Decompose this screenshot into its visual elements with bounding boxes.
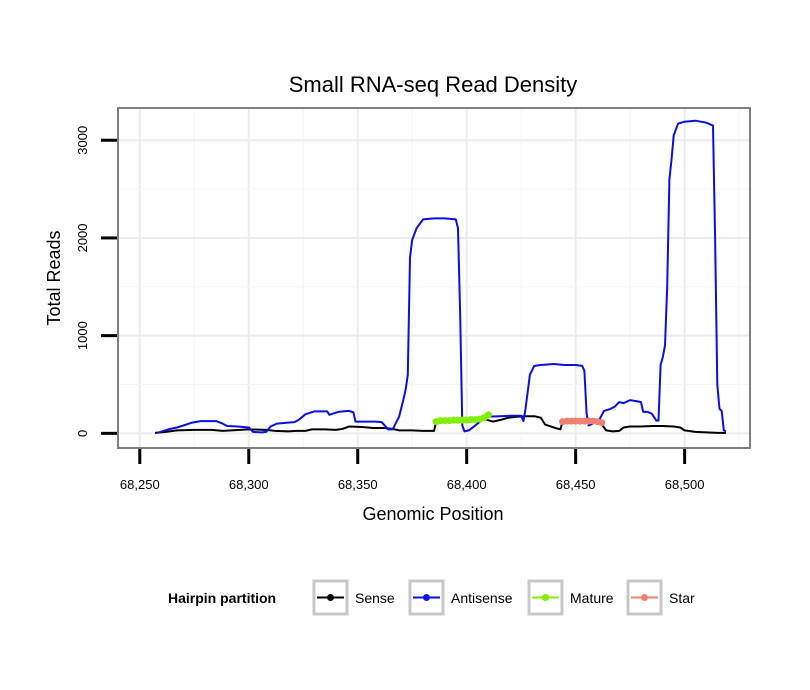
x-axis-label: Genomic Position xyxy=(362,504,503,524)
y-axis-label: Total Reads xyxy=(44,230,64,325)
legend-title: Hairpin partition xyxy=(168,590,276,606)
legend-item-star: Star xyxy=(626,579,695,616)
legend-key-dot xyxy=(327,594,334,601)
x-tick-label: 68,300 xyxy=(229,477,269,492)
y-tick-label: 2000 xyxy=(75,223,90,252)
y-tick-label: 3000 xyxy=(75,126,90,155)
x-tick-label: 68,400 xyxy=(447,477,487,492)
x-tick-label: 68,250 xyxy=(120,477,160,492)
legend-item-mature: Mature xyxy=(527,579,614,616)
legend-label: Star xyxy=(669,590,695,606)
plot-border xyxy=(117,107,751,449)
legend-label: Mature xyxy=(570,590,614,606)
y-tick-label: 0 xyxy=(75,430,90,437)
legend-key-dot xyxy=(542,594,549,601)
legend-key-dot xyxy=(641,594,648,601)
legend: Hairpin partition Sense Antisense Mature St… xyxy=(168,579,695,616)
legend-item-antisense: Antisense xyxy=(408,579,513,616)
x-tick-label: 68,450 xyxy=(556,477,596,492)
legend-item-sense: Sense xyxy=(312,579,395,616)
gridlines xyxy=(118,108,750,448)
x-tick-label: 68,350 xyxy=(338,477,378,492)
legend-label: Sense xyxy=(355,590,395,606)
legend-key-dot xyxy=(423,594,430,601)
point-star xyxy=(598,419,606,427)
legend-label: Antisense xyxy=(451,590,513,606)
y-axis: 0 1000 2000 3000 xyxy=(75,126,117,437)
plot-panel xyxy=(118,108,750,448)
y-tick-label: 1000 xyxy=(75,321,90,350)
point-mature xyxy=(484,411,492,419)
x-tick-label: 68,500 xyxy=(665,477,705,492)
chart-title: Small RNA-seq Read Density xyxy=(289,72,578,97)
x-axis: 68,250 68,300 68,350 68,400 68,450 68,500 xyxy=(120,449,705,492)
series-layer xyxy=(154,119,727,434)
